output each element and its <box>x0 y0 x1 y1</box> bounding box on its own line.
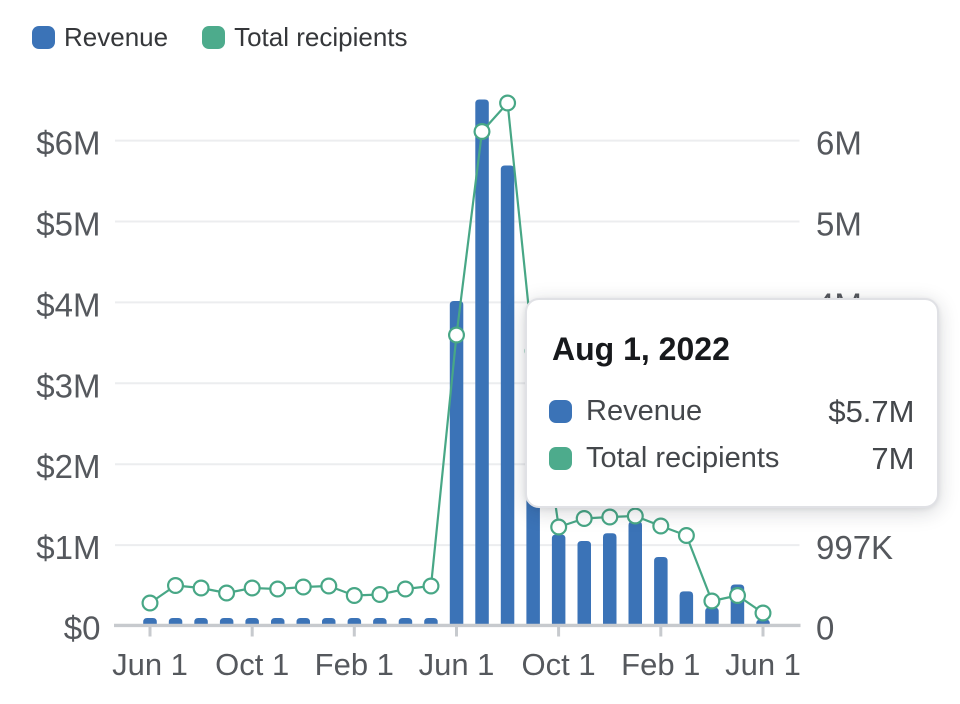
svg-text:$0: $0 <box>64 610 101 647</box>
svg-text:Feb 1: Feb 1 <box>315 647 394 682</box>
svg-text:Jun 1: Jun 1 <box>419 647 495 682</box>
svg-text:Oct 1: Oct 1 <box>215 647 289 682</box>
svg-text:6M: 6M <box>816 125 862 162</box>
svg-text:Feb 1: Feb 1 <box>621 647 700 682</box>
svg-text:$3M: $3M <box>36 367 100 404</box>
svg-text:Oct 1: Oct 1 <box>522 647 596 682</box>
svg-text:Jun 1: Jun 1 <box>112 647 188 682</box>
svg-text:$5M: $5M <box>36 206 100 243</box>
svg-text:0: 0 <box>816 610 834 647</box>
svg-text:$2M: $2M <box>36 448 100 485</box>
svg-text:5M: 5M <box>816 206 862 243</box>
svg-text:$4M: $4M <box>36 286 100 323</box>
svg-text:$6M: $6M <box>36 125 100 162</box>
svg-text:Jun 1: Jun 1 <box>725 647 801 682</box>
svg-text:$1M: $1M <box>36 529 100 566</box>
svg-text:997K: 997K <box>816 529 893 566</box>
